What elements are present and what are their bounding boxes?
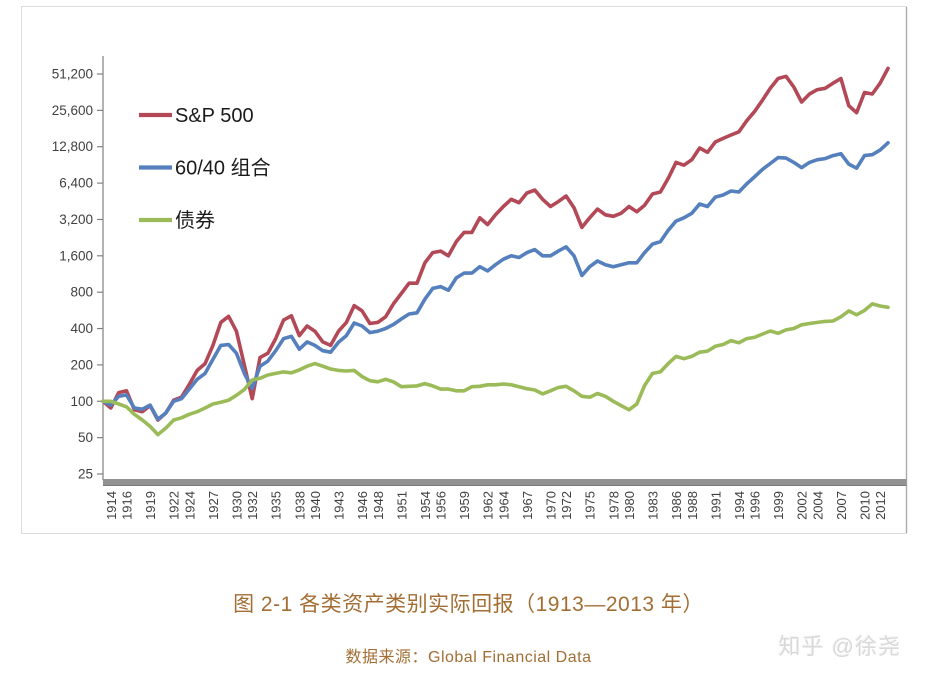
x-axis-label: 1940 [308,491,323,520]
x-axis-label: 1956 [434,491,449,520]
x-axis-label: 1975 [583,491,598,520]
y-axis-label: 25 [78,467,93,482]
x-axis-label: 1916 [120,491,135,520]
x-axis-label: 1948 [371,491,386,520]
x-axis-label: 2010 [857,491,872,520]
x-axis-label: 1978 [606,491,621,520]
y-axis-label: 50 [78,430,93,445]
y-axis-label: 1,600 [59,248,93,263]
x-axis-label: 1919 [143,491,158,520]
legend-item: 债券 [139,209,215,232]
x-axis-label: 1924 [182,491,197,520]
x-axis-label: 1938 [292,491,307,520]
x-axis-label: 2002 [795,491,810,520]
x-axis-label: 1964 [496,491,511,520]
x-axis-label: 1922 [167,491,182,520]
x-axis-label: 1983 [646,491,661,520]
y-axis-label: 100 [70,394,93,409]
legend-label: 债券 [175,209,215,232]
x-axis-label: 1954 [418,491,433,520]
watermark: 知乎 @徐尧 [778,634,901,659]
x-axis-label: 1994 [732,491,747,520]
y-axis-label: 51,200 [52,67,93,82]
x-axis-label: 1959 [457,491,472,520]
data-source-caption: 数据来源：Global Financial Data [345,649,592,666]
y-axis-label: 3,200 [59,212,93,227]
series-60-40-line [101,141,890,422]
x-axis-label: 1999 [771,491,786,520]
x-axis-label: 1962 [481,491,496,520]
x-axis-label: 2007 [834,491,849,520]
series-bonds-line [101,302,890,437]
x-axis-label: 1986 [669,491,684,520]
x-axis-label: 1980 [622,491,637,520]
x-axis-label: 1996 [748,491,763,520]
legend-item: 60/40 组合 [139,157,271,180]
x-axis-label: 1970 [543,491,558,520]
x-axis-label: 2004 [810,491,825,520]
x-axis-label: 1914 [104,491,119,520]
x-axis-label: 1935 [269,491,284,520]
x-axis-label: 1972 [559,491,574,520]
figure-title: 图 2-1 各类资产类别实际回报（1913—2013 年） [233,593,704,616]
legend-item: S&P 500 [139,105,254,127]
x-axis-label: 2012 [873,491,888,520]
x-axis-label: 1951 [394,491,409,520]
x-axis-line [103,479,907,485]
x-axis-label: 1988 [685,491,700,520]
legend-label: S&P 500 [175,105,254,127]
x-axis-label: 1932 [245,491,260,520]
y-axis-label: 400 [70,321,93,336]
y-axis-label: 800 [70,285,93,300]
x-axis-label: 1991 [708,491,723,520]
x-axis-label: 1927 [206,491,221,520]
series-sp500-line [101,66,890,422]
chart-border [21,6,907,534]
y-axis-label: 200 [70,357,93,372]
legend-label: 60/40 组合 [175,157,271,180]
y-axis-label: 25,600 [52,103,93,118]
x-axis-label: 1967 [520,491,535,520]
y-axis-label: 12,800 [52,139,93,154]
x-axis-label: 1943 [332,491,347,520]
x-axis-label: 1946 [355,491,370,520]
y-axis-label: 6,400 [59,176,93,191]
x-axis-label: 1930 [229,491,244,520]
